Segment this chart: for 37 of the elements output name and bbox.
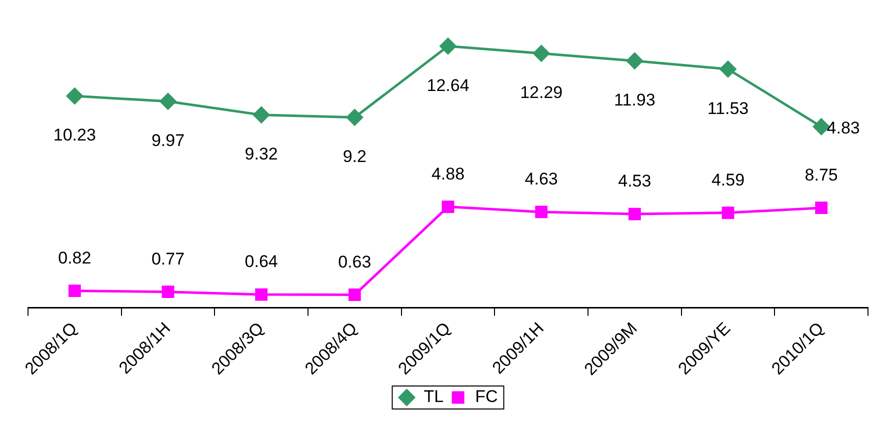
- point: [626, 52, 643, 70]
- data-label: 11.93: [614, 90, 656, 110]
- point: [255, 288, 268, 301]
- point: [348, 288, 361, 301]
- point: [160, 93, 176, 110]
- data-label: 4.88: [431, 164, 465, 184]
- data-label: 11.53: [707, 98, 749, 118]
- legend-label: FC: [475, 387, 498, 406]
- data-label: 9.32: [244, 144, 278, 164]
- annotation: 8.75: [804, 166, 838, 185]
- point: [628, 208, 641, 220]
- point: [162, 286, 174, 298]
- data-label: 4.59: [711, 170, 745, 190]
- point: [720, 60, 736, 78]
- point: [346, 109, 363, 126]
- data-label: 0.64: [244, 252, 278, 272]
- data-label: 4.63: [524, 170, 558, 189]
- data-label: 0.63: [338, 252, 372, 272]
- annotation: 4.83: [826, 118, 860, 138]
- data-label: 9.97: [151, 131, 185, 150]
- point: [68, 284, 81, 298]
- point: [722, 206, 734, 219]
- point: [440, 38, 456, 54]
- point: [253, 106, 270, 124]
- point: [533, 45, 550, 62]
- data-label: 0.77: [151, 250, 185, 269]
- point: [535, 206, 548, 218]
- data-label: 12.64: [426, 76, 470, 95]
- data-label: 12.29: [520, 83, 563, 102]
- data-label: 9.2: [342, 147, 366, 166]
- point: [66, 88, 83, 104]
- data-label: 10.23: [53, 126, 96, 145]
- data-label: 0.82: [58, 248, 92, 268]
- data-label: 4.53: [618, 172, 652, 191]
- point: [815, 202, 828, 214]
- point: [442, 200, 454, 213]
- legend-label: TL: [424, 387, 444, 406]
